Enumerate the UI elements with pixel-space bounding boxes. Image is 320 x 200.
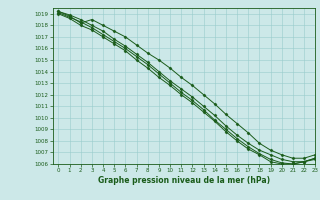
X-axis label: Graphe pression niveau de la mer (hPa): Graphe pression niveau de la mer (hPa) <box>98 176 270 185</box>
